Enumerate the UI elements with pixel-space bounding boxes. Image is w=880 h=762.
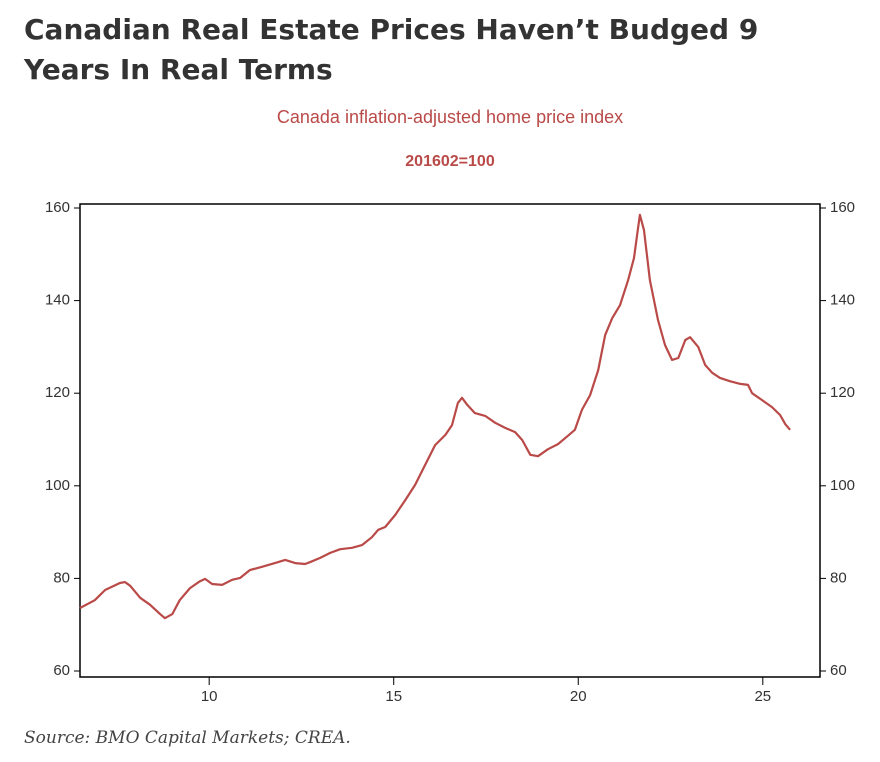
y-tick-label: 100 (45, 477, 70, 494)
y-tick-label: 120 (45, 384, 70, 401)
y-tick-label: 160 (45, 199, 70, 216)
y2-tick-label: 100 (830, 477, 855, 494)
chart: Canada inflation-adjusted home price ind… (45, 107, 855, 705)
y-tick-label: 60 (53, 662, 70, 679)
y-tick-label: 80 (53, 569, 70, 586)
y2-tick-label: 160 (830, 199, 855, 216)
y2-tick-label: 60 (830, 662, 847, 679)
y2-tick-label: 80 (830, 569, 847, 586)
y-tick-label: 140 (45, 292, 70, 309)
plot-frame (79, 203, 821, 678)
x-tick-label: 25 (754, 688, 771, 705)
source-note: Source: BMO Capital Markets; CREA. (24, 728, 351, 748)
x-tick-label: 20 (570, 688, 587, 705)
line-series (79, 213, 791, 620)
y2-tick-label: 120 (830, 384, 855, 401)
y2-tick-label: 140 (830, 292, 855, 309)
x-tick-label: 15 (385, 688, 402, 705)
headline: Canadian Real Estate Prices Haven’t Budg… (24, 13, 759, 86)
chart-title: Canada inflation-adjusted home price ind… (277, 107, 623, 127)
x-tick-label: 10 (201, 688, 218, 705)
chart-subtitle: 201602=100 (405, 153, 495, 170)
